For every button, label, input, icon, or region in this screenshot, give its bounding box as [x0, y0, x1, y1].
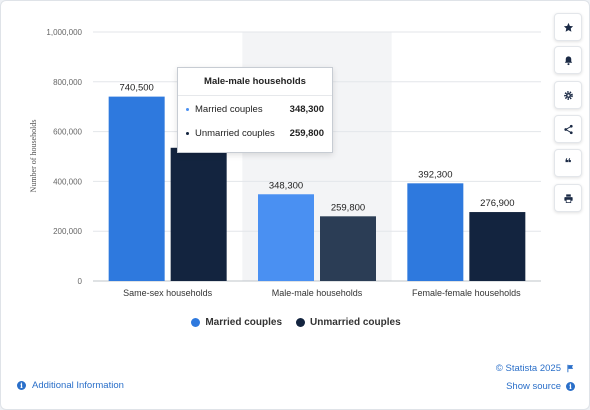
bar-married[interactable]: [258, 194, 314, 281]
legend-item-married[interactable]: Married couples: [191, 317, 282, 328]
favorite-button[interactable]: [554, 13, 582, 41]
print-button[interactable]: [554, 184, 582, 212]
legend-item-unmarried[interactable]: Unmarried couples: [296, 317, 401, 328]
bar-married[interactable]: [108, 96, 165, 281]
y-tick-label: 600,000: [53, 128, 82, 137]
cite-button[interactable]: ❝: [554, 149, 582, 177]
tooltip-row-married: Married couples 348,300: [178, 98, 332, 120]
y-tick-label: 1,000,000: [46, 28, 82, 37]
legend-dot-married: [191, 318, 201, 327]
tooltip-bullet: [186, 107, 189, 111]
tooltip-row-unmarried: Unmarried couples 259,800: [178, 122, 332, 144]
tooltip-title: Male-male households: [178, 68, 332, 96]
legend-dot-unmarried: [296, 318, 306, 327]
y-tick-label: 400,000: [53, 177, 82, 186]
bell-icon: [564, 55, 572, 65]
credit-text: © Statista 2025: [495, 363, 561, 374]
statista-credit[interactable]: © Statista 2025: [496, 363, 575, 374]
legend-label-married: Married couples: [205, 317, 283, 328]
x-category-label: Male-male households: [272, 288, 363, 298]
tooltip-series-name: Married couples: [195, 103, 263, 115]
bar-unmarried[interactable]: [469, 212, 526, 281]
data-label: 392,300: [418, 169, 452, 180]
legend-label-unmarried: Unmarried couples: [310, 317, 401, 328]
settings-button[interactable]: [554, 81, 582, 109]
y-tick-label: 200,000: [53, 227, 82, 236]
flag-icon: [567, 364, 574, 373]
print-icon: [563, 193, 573, 203]
share-button[interactable]: [554, 115, 582, 143]
chart-legend: Married couples Unmarried couples: [1, 317, 590, 328]
quote-icon: ❝: [564, 156, 572, 170]
info-icon: i: [17, 381, 26, 390]
data-label: 740,500: [119, 83, 153, 94]
bar-unmarried[interactable]: [170, 147, 227, 281]
show-source-text: Show source: [506, 381, 561, 392]
additional-information-link[interactable]: i Additional Information: [17, 380, 124, 391]
tooltip-series-name: Unmarried couples: [195, 127, 275, 139]
tooltip-series-value: 259,800: [289, 127, 324, 139]
y-tick-label: 0: [78, 277, 83, 286]
bar-unmarried[interactable]: [320, 216, 376, 281]
x-category-label: Same-sex households: [123, 288, 213, 298]
data-label: 259,800: [331, 202, 365, 213]
additional-information-text: Additional Information: [32, 380, 124, 391]
star-icon: [563, 22, 573, 32]
share-icon: [563, 124, 573, 134]
notification-button[interactable]: [554, 46, 582, 74]
x-category-label: Female-female households: [412, 288, 521, 298]
show-source-link[interactable]: Show source i: [506, 381, 575, 392]
info-icon: i: [566, 382, 575, 391]
data-label: 276,900: [480, 198, 514, 209]
chart-tooltip: Male-male households Married couples 348…: [177, 67, 333, 153]
tooltip-series-value: 348,300: [289, 103, 324, 115]
tooltip-bullet: [186, 131, 189, 135]
data-label: 348,300: [269, 180, 303, 191]
y-tick-label: 800,000: [53, 78, 82, 87]
gear-icon: [563, 90, 573, 100]
y-axis-title: Number of households: [29, 120, 38, 193]
bar-married[interactable]: [407, 183, 464, 281]
